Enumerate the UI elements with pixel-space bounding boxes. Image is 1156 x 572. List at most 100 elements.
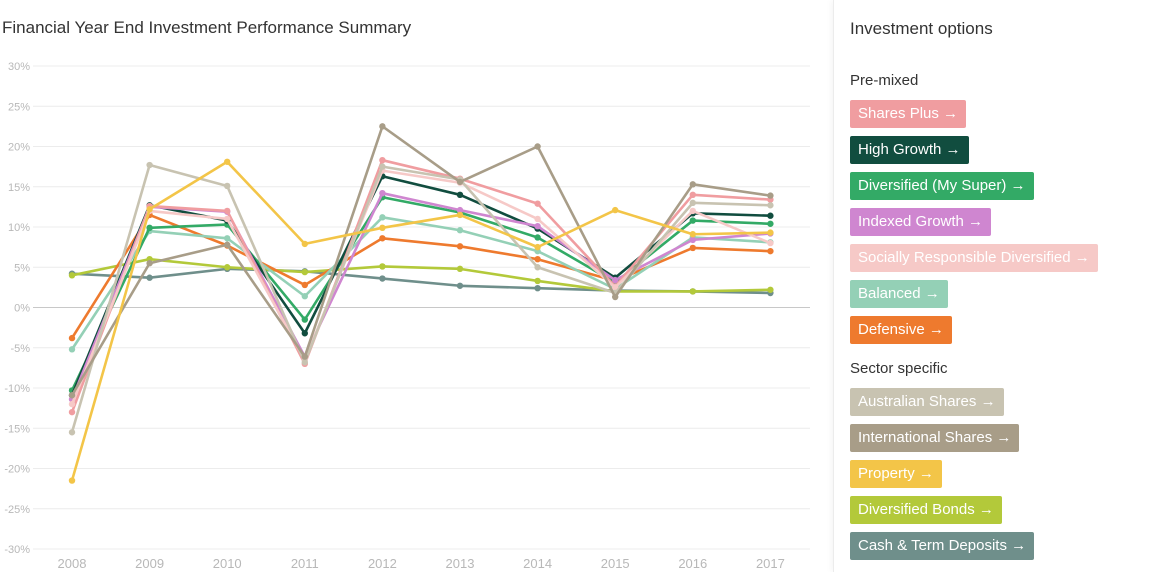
data-point bbox=[534, 277, 541, 285]
series-socially-responsible-diversified bbox=[68, 167, 774, 408]
data-point bbox=[224, 215, 231, 223]
data-point bbox=[689, 217, 696, 224]
data-point bbox=[379, 214, 386, 221]
y-tick-label: -15% bbox=[4, 423, 30, 435]
data-point bbox=[68, 272, 76, 279]
data-point bbox=[379, 275, 386, 282]
data-point bbox=[146, 224, 153, 232]
data-point bbox=[224, 207, 231, 215]
series-line bbox=[70, 163, 771, 433]
data-point bbox=[767, 286, 774, 293]
data-point bbox=[534, 256, 541, 263]
option-international-shares[interactable]: International Shares → bbox=[850, 424, 1020, 452]
option-australian-shares[interactable]: Australian Shares → bbox=[850, 388, 1004, 416]
data-point bbox=[379, 263, 386, 270]
x-tick-label: 2008 bbox=[58, 556, 87, 571]
data-point bbox=[456, 211, 464, 219]
investment-options-panel: Investment options Pre-mixed Shares Plus… bbox=[833, 0, 1156, 572]
series-line bbox=[70, 195, 771, 391]
data-point bbox=[379, 235, 386, 242]
data-point bbox=[146, 260, 153, 267]
data-point bbox=[456, 282, 464, 289]
series-international-shares bbox=[68, 123, 774, 399]
data-point bbox=[301, 359, 308, 366]
data-point bbox=[68, 408, 76, 416]
data-point bbox=[224, 264, 231, 271]
x-tick-label: 2012 bbox=[368, 556, 397, 571]
data-point bbox=[456, 191, 464, 198]
data-point bbox=[767, 229, 774, 236]
data-point bbox=[379, 156, 386, 164]
panel-title: Investment options bbox=[850, 19, 993, 38]
data-point bbox=[689, 191, 696, 198]
option-defensive[interactable]: Defensive → bbox=[850, 316, 952, 344]
option-diversified-bonds[interactable]: Diversified Bonds → bbox=[850, 496, 1002, 524]
data-point bbox=[379, 163, 386, 170]
data-point bbox=[301, 293, 308, 300]
data-point bbox=[689, 288, 696, 295]
x-tick-label: 2014 bbox=[523, 556, 552, 571]
data-point bbox=[146, 161, 153, 169]
line-chart: 30% 25% 20% 15% 10% 5% 0% -5% -10% -15% -20% -25% -3… bbox=[4, 61, 810, 571]
option-shares-plus[interactable]: Shares Plus → bbox=[850, 100, 967, 128]
y-tick-label: -20% bbox=[4, 464, 30, 476]
data-point bbox=[456, 265, 464, 273]
y-tick-label: 20% bbox=[8, 142, 30, 154]
y-tick-label: -10% bbox=[4, 383, 30, 395]
series-lines bbox=[68, 123, 774, 484]
data-point bbox=[534, 264, 541, 271]
series-diversified-bonds bbox=[68, 256, 774, 295]
data-point bbox=[767, 202, 774, 209]
option-property[interactable]: Property → bbox=[850, 460, 942, 488]
data-point bbox=[534, 284, 541, 292]
series-line bbox=[70, 158, 771, 413]
data-point bbox=[534, 200, 541, 207]
y-tick-label: 15% bbox=[8, 182, 30, 194]
data-point bbox=[379, 224, 386, 232]
x-tick-label: 2009 bbox=[135, 556, 164, 571]
data-point bbox=[146, 274, 153, 281]
option-cash-term-deposits[interactable]: Cash & Term Deposits → bbox=[850, 532, 1035, 560]
data-point bbox=[534, 143, 541, 150]
x-tick-label: 2011 bbox=[291, 556, 319, 571]
y-tick-label: -5% bbox=[10, 343, 30, 355]
data-point bbox=[767, 192, 774, 199]
y-tick-label: 25% bbox=[8, 101, 30, 113]
data-point bbox=[534, 215, 541, 223]
x-tick-label: 2015 bbox=[601, 556, 630, 571]
data-point bbox=[224, 235, 231, 242]
y-tick-label: 5% bbox=[14, 262, 30, 274]
series-line bbox=[71, 267, 771, 295]
data-point bbox=[534, 222, 541, 230]
data-point bbox=[689, 207, 696, 215]
series-line bbox=[70, 125, 771, 396]
y-axis-ticks: 30% 25% 20% 15% 10% 5% 0% -5% -10% -15% -20% -25% -3… bbox=[4, 61, 30, 556]
series-line bbox=[70, 160, 771, 481]
data-point bbox=[534, 243, 541, 251]
option-balanced[interactable]: Balanced → bbox=[850, 280, 948, 308]
data-point bbox=[689, 231, 696, 238]
data-point bbox=[68, 400, 76, 408]
series-line bbox=[71, 257, 771, 293]
option-indexed-growth[interactable]: Indexed Growth → bbox=[850, 208, 992, 236]
option-diversified-my-super[interactable]: Diversified (My Super) → bbox=[850, 172, 1034, 200]
data-point bbox=[301, 281, 308, 289]
y-tick-label: 10% bbox=[8, 222, 30, 234]
data-point bbox=[689, 199, 696, 207]
data-point bbox=[224, 241, 231, 248]
data-point bbox=[767, 247, 774, 255]
data-point bbox=[68, 477, 76, 484]
data-point bbox=[68, 334, 76, 342]
data-point bbox=[456, 243, 464, 250]
data-point bbox=[534, 234, 541, 241]
data-point bbox=[224, 182, 231, 190]
data-point bbox=[689, 244, 696, 252]
data-point bbox=[301, 240, 308, 248]
series-shares-plus bbox=[68, 156, 774, 416]
data-point bbox=[612, 206, 619, 214]
data-point bbox=[456, 206, 464, 214]
option-high-growth[interactable]: High Growth → bbox=[850, 136, 969, 164]
data-point bbox=[301, 268, 308, 276]
option-socially-responsible-diversified[interactable]: Socially Responsible Diversified → bbox=[850, 244, 1098, 272]
group-label-pre-mixed: Pre-mixed bbox=[850, 72, 919, 89]
